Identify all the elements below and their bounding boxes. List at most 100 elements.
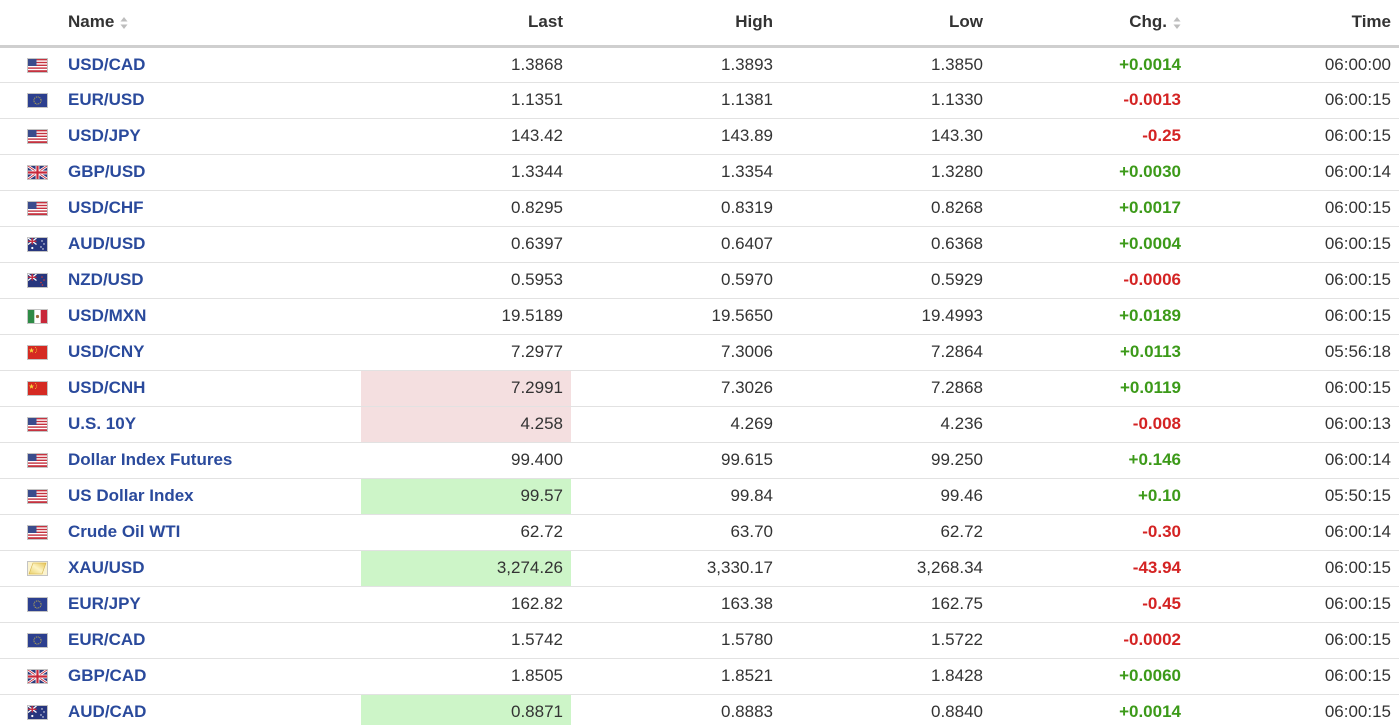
last-column-header: Last [361, 0, 571, 48]
high-value: 99.84 [571, 478, 781, 515]
flag-cell [0, 154, 56, 191]
last-value: 7.2977 [361, 334, 571, 371]
flag-cell [0, 262, 56, 299]
table-row[interactable]: USD/JPY 143.42 143.89 143.30 -0.25 06:00:15 [0, 118, 1399, 155]
change-value: -0.45 [991, 586, 1189, 623]
chg-column-header[interactable]: Chg. [991, 0, 1189, 48]
last-value: 3,274.26 [361, 550, 571, 587]
instrument-link[interactable]: USD/CHF [68, 198, 144, 217]
instrument-link[interactable]: EUR/CAD [68, 630, 146, 649]
table-row[interactable]: EUR/CAD 1.5742 1.5780 1.5722 -0.0002 06:00:15 [0, 622, 1399, 659]
time-value: 06:00:14 [1189, 154, 1399, 191]
table-row[interactable]: USD/MXN 19.5189 19.5650 19.4993 +0.0189 06:00… [0, 298, 1399, 335]
instrument-link[interactable]: GBP/USD [68, 162, 146, 181]
instrument-link[interactable]: USD/MXN [68, 306, 147, 325]
eu-flag-icon [26, 597, 48, 613]
time-value: 06:00:15 [1189, 82, 1399, 119]
instrument-link[interactable]: EUR/JPY [68, 594, 141, 613]
instrument-link[interactable]: U.S. 10Y [68, 414, 137, 433]
table-row[interactable]: XAU/USD 3,274.26 3,330.17 3,268.34 -43.94 06:… [0, 550, 1399, 587]
table-row[interactable]: Dollar Index Futures 99.400 99.615 99.250 +0… [0, 442, 1399, 479]
instrument-link[interactable]: Crude Oil WTI [68, 522, 181, 541]
last-value: 1.1351 [361, 82, 571, 119]
last-value: 99.400 [361, 442, 571, 479]
last-value: 0.5953 [361, 262, 571, 299]
last-value: 19.5189 [361, 298, 571, 335]
instrument-link[interactable]: EUR/USD [68, 90, 145, 109]
flag-cell [0, 694, 56, 725]
instrument-link[interactable]: AUD/CAD [68, 702, 147, 721]
instrument-name-cell: XAU/USD [56, 550, 361, 587]
high-value: 1.1381 [571, 82, 781, 119]
low-value: 19.4993 [781, 298, 991, 335]
high-value: 0.6407 [571, 226, 781, 263]
cn-flag-icon [26, 345, 48, 361]
table-row[interactable]: EUR/JPY 162.82 163.38 162.75 -0.45 06:00:15 [0, 586, 1399, 623]
low-value: 4.236 [781, 406, 991, 443]
last-value: 0.6397 [361, 226, 571, 263]
last-value: 1.5742 [361, 622, 571, 659]
time-value: 06:00:00 [1189, 46, 1399, 83]
table-row[interactable]: Crude Oil WTI 62.72 63.70 62.72 -0.30 06:00:1… [0, 514, 1399, 551]
table-row[interactable]: US Dollar Index 99.57 99.84 99.46 +0.10 05:50… [0, 478, 1399, 515]
low-value: 1.3850 [781, 46, 991, 83]
table-row[interactable]: USD/CAD 1.3868 1.3893 1.3850 +0.0014 06:00:00 [0, 46, 1399, 83]
instrument-link[interactable]: USD/CNH [68, 378, 146, 397]
time-value: 06:00:15 [1189, 550, 1399, 587]
instrument-link[interactable]: Dollar Index Futures [68, 450, 233, 469]
table-row[interactable]: USD/CHF 0.8295 0.8319 0.8268 +0.0017 06:00:15 [0, 190, 1399, 227]
flag-cell [0, 118, 56, 155]
high-value: 1.5780 [571, 622, 781, 659]
name-column-header[interactable]: Name [56, 0, 361, 48]
instrument-link[interactable]: AUD/USD [68, 234, 146, 253]
instrument-name-cell: USD/CAD [56, 46, 361, 83]
last-value: 7.2991 [361, 370, 571, 407]
table-row[interactable]: NZD/USD 0.5953 0.5970 0.5929 -0.0006 06:00:15 [0, 262, 1399, 299]
instrument-link[interactable]: USD/CNY [68, 342, 145, 361]
time-column-header: Time [1189, 0, 1399, 48]
table-row[interactable]: GBP/USD 1.3344 1.3354 1.3280 +0.0030 06:00:14 [0, 154, 1399, 191]
table-row[interactable]: AUD/USD 0.6397 0.6407 0.6368 +0.0004 06:00:15 [0, 226, 1399, 263]
instrument-link[interactable]: XAU/USD [68, 558, 145, 577]
sort-icon[interactable] [120, 16, 128, 30]
low-value: 162.75 [781, 586, 991, 623]
us-flag-icon [26, 57, 48, 73]
table-row[interactable]: GBP/CAD 1.8505 1.8521 1.8428 +0.0060 06:00:15 [0, 658, 1399, 695]
gold-icon [26, 561, 48, 577]
chg-header-label: Chg. [1129, 12, 1167, 32]
table-row[interactable]: U.S. 10Y 4.258 4.269 4.236 -0.008 06:00:13 [0, 406, 1399, 443]
table-row[interactable]: USD/CNH 7.2991 7.3026 7.2868 +0.0119 06:00:15 [0, 370, 1399, 407]
last-value: 0.8295 [361, 190, 571, 227]
instrument-name-cell: EUR/JPY [56, 586, 361, 623]
instrument-name-cell: USD/CNY [56, 334, 361, 371]
au-flag-icon [26, 705, 48, 721]
table-row[interactable]: AUD/CAD 0.8871 0.8883 0.8840 +0.0014 06:00:15 [0, 694, 1399, 725]
uk-flag-icon [26, 669, 48, 685]
table-row[interactable]: USD/CNY 7.2977 7.3006 7.2864 +0.0113 05:56:18 [0, 334, 1399, 371]
table-row[interactable]: EUR/USD 1.1351 1.1381 1.1330 -0.0013 06:00:15 [0, 82, 1399, 119]
change-value: +0.0119 [991, 370, 1189, 407]
low-value: 0.8840 [781, 694, 991, 725]
change-value: +0.10 [991, 478, 1189, 515]
sort-icon[interactable] [1173, 16, 1181, 30]
change-value: +0.0014 [991, 46, 1189, 83]
instrument-name-cell: AUD/USD [56, 226, 361, 263]
time-value: 06:00:15 [1189, 190, 1399, 227]
high-value: 63.70 [571, 514, 781, 551]
flag-cell [0, 334, 56, 371]
instrument-link[interactable]: GBP/CAD [68, 666, 147, 685]
flag-cell [0, 586, 56, 623]
instrument-link[interactable]: US Dollar Index [68, 486, 194, 505]
high-value: 7.3026 [571, 370, 781, 407]
low-value: 1.8428 [781, 658, 991, 695]
high-value: 4.269 [571, 406, 781, 443]
instrument-link[interactable]: USD/CAD [68, 54, 146, 74]
us-flag-icon [26, 201, 48, 217]
time-value: 06:00:15 [1189, 586, 1399, 623]
uk-flag-icon [26, 165, 48, 181]
instrument-name-cell: EUR/USD [56, 82, 361, 119]
instrument-link[interactable]: USD/JPY [68, 126, 141, 145]
high-value: 143.89 [571, 118, 781, 155]
us-flag-icon [26, 417, 48, 433]
instrument-link[interactable]: NZD/USD [68, 270, 144, 289]
